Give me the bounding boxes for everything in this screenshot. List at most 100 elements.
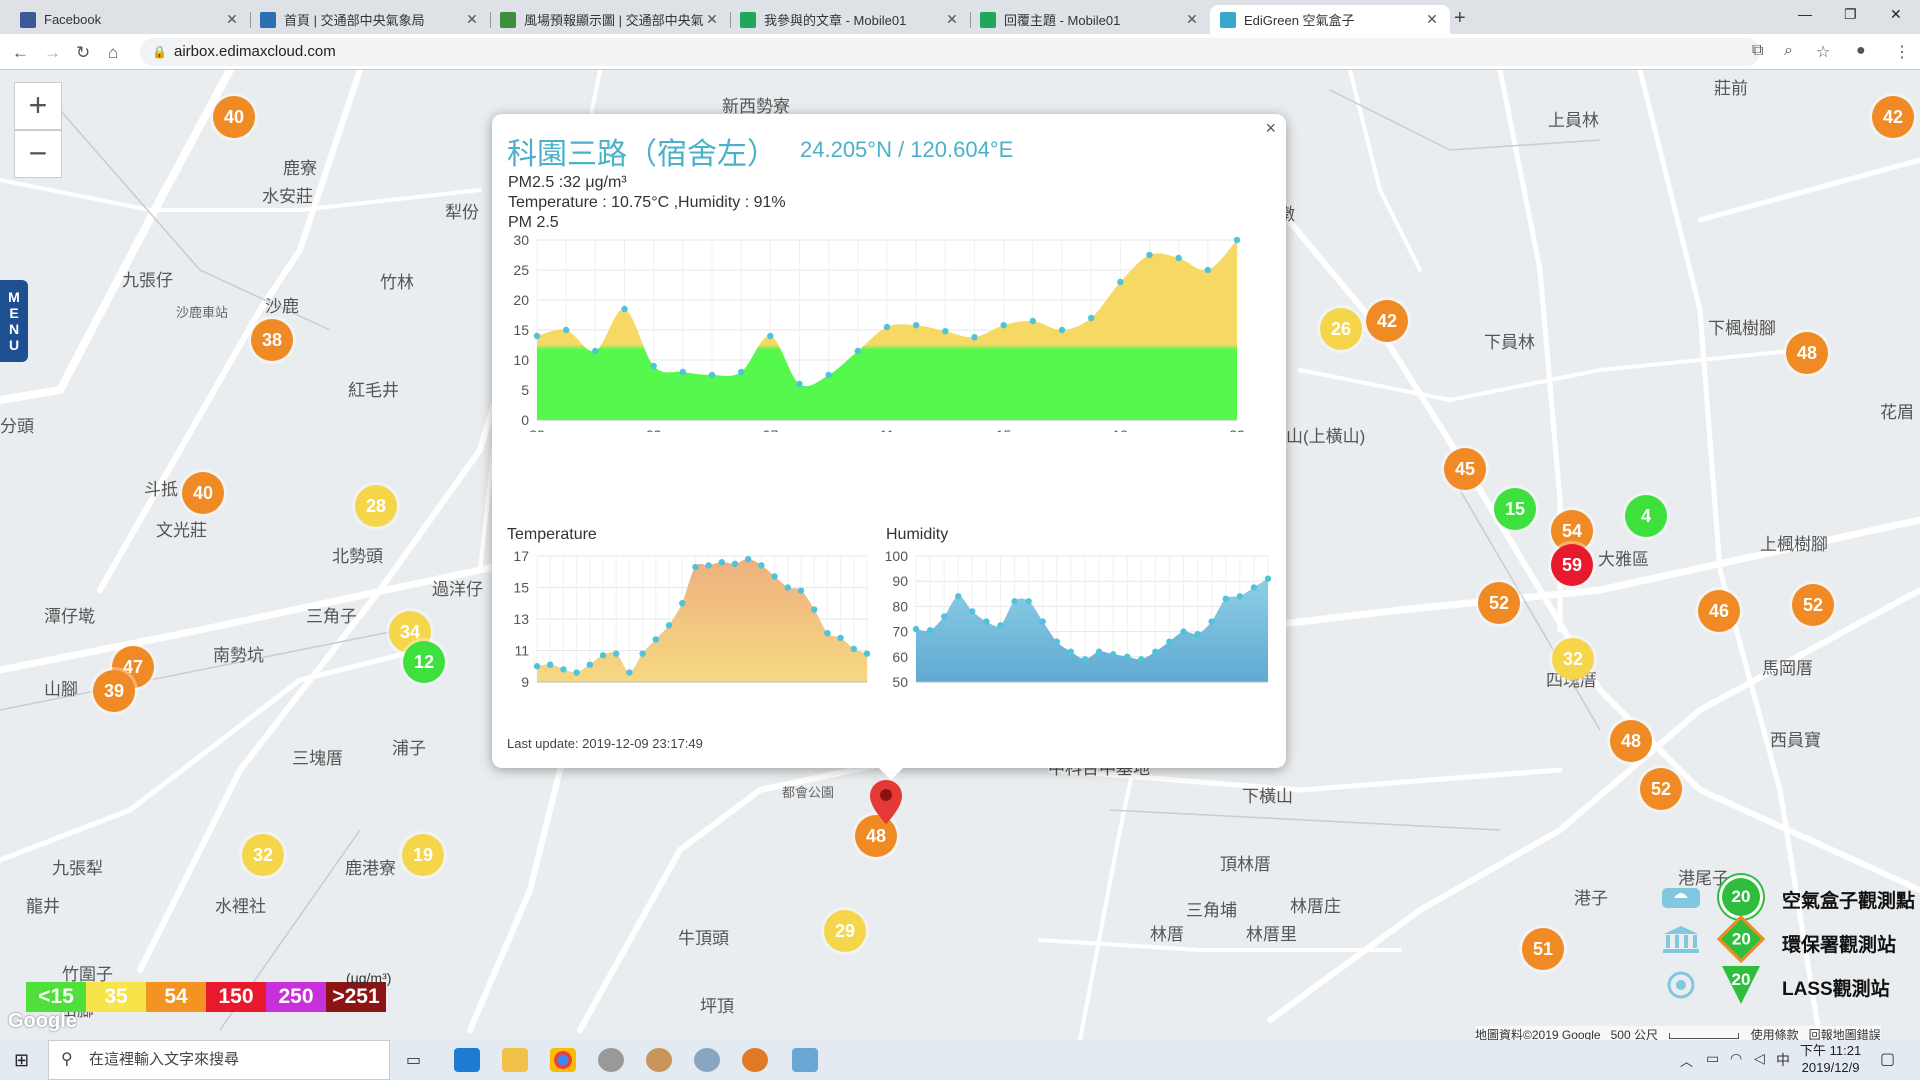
close-tab-icon[interactable]: ✕	[706, 11, 718, 27]
epa-station-icon	[1663, 926, 1699, 953]
close-window-button[interactable]: ✕	[1890, 6, 1902, 22]
clock[interactable]: 下午 11:21 2019/12/9	[1800, 1042, 1861, 1076]
restore-window-button[interactable]: ❐	[1844, 6, 1857, 22]
browser-tab[interactable]: 首頁 | 交通部中央氣象局 ✕	[250, 5, 490, 34]
airbox-marker[interactable]: 40	[182, 472, 224, 514]
network-icon[interactable]: ◠	[1730, 1050, 1743, 1066]
taskbar-search-box[interactable]: ⚲ 在這裡輸入文字來搜尋	[48, 1040, 390, 1080]
data-point	[650, 362, 657, 370]
battery-icon[interactable]: ▭	[1706, 1050, 1720, 1066]
browser-tab[interactable]: Facebook ✕	[10, 5, 250, 34]
airbox-marker[interactable]: 40	[213, 96, 255, 138]
close-tab-icon[interactable]: ✕	[1186, 11, 1198, 27]
airbox-marker[interactable]: 45	[1444, 448, 1486, 490]
airbox-marker[interactable]: 12	[403, 641, 445, 683]
data-point	[1067, 648, 1075, 655]
tray-chevron-icon[interactable]: ︿	[1680, 1054, 1694, 1069]
airbox-marker[interactable]: 38	[251, 319, 293, 361]
file-explorer-icon[interactable]	[502, 1048, 528, 1072]
forward-icon[interactable]: →	[44, 43, 61, 62]
zoom-out-button[interactable]: −	[14, 130, 62, 178]
tab-separator	[250, 12, 251, 28]
task-view-icon[interactable]: ▭	[406, 1052, 422, 1069]
zoom-in-button[interactable]: +	[14, 82, 62, 130]
data-point	[745, 555, 752, 563]
new-tab-button[interactable]: +	[1454, 7, 1466, 29]
map-pin-icon[interactable]	[870, 780, 902, 824]
airbox-marker[interactable]: 26	[1320, 308, 1362, 350]
back-icon[interactable]: ←	[12, 43, 29, 62]
blender-icon[interactable]	[742, 1048, 768, 1072]
airbox-marker[interactable]: 15	[1494, 488, 1536, 530]
browser-tab[interactable]: 風場預報顯示圖 | 交通部中央氣象局✕	[490, 5, 730, 34]
scale-bar	[1669, 1033, 1740, 1039]
y-tick-label: 15	[513, 322, 529, 338]
browser-tab[interactable]: EdiGreen 空氣盒子 ✕	[1210, 5, 1450, 34]
airbox-marker[interactable]: 52	[1640, 768, 1682, 810]
place-label: 林厝	[1150, 925, 1184, 944]
airbox-marker[interactable]: 4	[1625, 495, 1667, 537]
close-tab-icon[interactable]: ✕	[1426, 11, 1438, 27]
profile-icon[interactable]: ●	[1856, 42, 1866, 59]
tab-favicon-icon	[500, 11, 516, 28]
windows-start-icon[interactable]: ⊞	[14, 1050, 30, 1070]
close-tab-icon[interactable]: ✕	[946, 11, 958, 27]
ime-indicator[interactable]: 中	[1776, 1052, 1790, 1068]
place-label: 沙鹿	[265, 297, 299, 316]
translate-icon[interactable]: ⧉	[1752, 42, 1764, 59]
home-icon[interactable]: ⌂	[108, 43, 119, 62]
tab-favicon-icon	[980, 11, 996, 28]
bookmark-star-icon[interactable]: ☆	[1816, 44, 1831, 61]
place-label: 沙鹿車站	[176, 305, 229, 320]
airbox-marker[interactable]: 59	[1551, 544, 1593, 586]
app-icon[interactable]	[598, 1048, 624, 1072]
menu-dots-icon[interactable]: ⋮	[1894, 44, 1910, 61]
airbox-marker[interactable]: 32	[242, 834, 284, 876]
edge-browser-icon[interactable]	[454, 1048, 480, 1072]
airbox-marker[interactable]: 42	[1872, 96, 1914, 138]
airbox-marker[interactable]: 19	[402, 834, 444, 876]
data-point	[1109, 651, 1117, 658]
menu-letter: E	[9, 305, 19, 321]
airbox-marker[interactable]: 47	[112, 646, 154, 688]
airbox-marker[interactable]: 51	[1522, 928, 1564, 970]
close-tab-icon[interactable]: ✕	[226, 11, 238, 27]
airbox-marker[interactable]: 39	[93, 670, 135, 712]
airbox-marker[interactable]: 52	[1792, 584, 1834, 626]
app-icon[interactable]	[792, 1048, 818, 1072]
data-point	[1166, 638, 1173, 645]
airbox-marker[interactable]: 29	[824, 910, 866, 952]
airbox-marker[interactable]: 42	[1366, 300, 1408, 342]
airbox-marker[interactable]: 46	[1698, 590, 1740, 632]
volume-icon[interactable]: ◁	[1754, 1050, 1765, 1066]
zoom-icon[interactable]: ⌕	[1784, 42, 1793, 59]
close-tab-icon[interactable]: ✕	[466, 11, 478, 27]
data-point	[1233, 236, 1241, 244]
close-popup-button[interactable]: ×	[1265, 118, 1276, 138]
legend-swatch: >251	[326, 982, 386, 1012]
airbox-marker[interactable]: 48	[1610, 720, 1652, 762]
report-error-link[interactable]: 回報地圖錯誤	[1808, 1028, 1881, 1040]
airbox-marker[interactable]: 28	[355, 485, 397, 527]
place-label: 九張犁	[52, 859, 103, 878]
reload-icon[interactable]: ↻	[76, 43, 91, 62]
app-icon[interactable]	[694, 1048, 720, 1072]
address-bar[interactable]: 🔒 airbox.edimaxcloud.com	[140, 38, 1760, 66]
airbox-marker[interactable]: 32	[1552, 638, 1594, 680]
browser-tab[interactable]: 我參與的文章 - Mobile01 ✕	[730, 5, 970, 34]
airbox-marker[interactable]: 52	[1478, 582, 1520, 624]
airbox-marker[interactable]: 48	[1786, 332, 1828, 374]
terms-link[interactable]: 使用條款	[1750, 1028, 1799, 1040]
app-icon[interactable]	[646, 1048, 672, 1072]
airbox-marker[interactable]: 48	[855, 815, 897, 857]
temperature-humidity-reading: Temperature : 10.75°C ,Humidity : 91%	[508, 194, 786, 211]
airbox-station-badge: 20	[1722, 878, 1760, 916]
notification-icon[interactable]: ▢	[1880, 1051, 1896, 1068]
pm25-chart: 0 5 10 15 20 25 30 23 03 07 11 15 19 23	[513, 232, 1245, 432]
y-tick-label: 20	[513, 292, 529, 308]
data-point	[955, 593, 962, 600]
minimize-window-button[interactable]: —	[1798, 6, 1812, 22]
chrome-icon[interactable]	[550, 1048, 576, 1072]
browser-tab[interactable]: 回覆主題 - Mobile01 ✕	[970, 5, 1210, 34]
menu-button[interactable]: M E N U	[0, 280, 28, 362]
